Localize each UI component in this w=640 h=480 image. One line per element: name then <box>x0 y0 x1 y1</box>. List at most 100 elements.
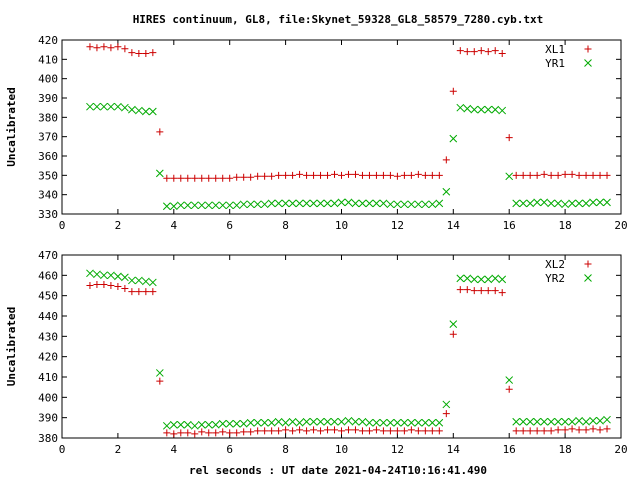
data-point-plus <box>421 427 429 435</box>
data-point-plus <box>219 428 227 436</box>
y-tick-label: 410 <box>38 53 58 66</box>
data-point-plus <box>512 427 520 435</box>
data-point-plus <box>310 171 318 179</box>
data-point-plus <box>477 287 485 295</box>
data-point-plus <box>372 426 380 434</box>
data-point-x <box>141 277 150 286</box>
data-point-plus <box>589 425 597 433</box>
data-point-plus <box>107 282 115 289</box>
data-point-x <box>155 169 164 178</box>
data-point-x <box>274 199 283 208</box>
data-point-plus <box>547 171 555 179</box>
data-point-plus <box>212 429 220 437</box>
data-point-plus <box>142 50 150 58</box>
data-point-x <box>456 274 465 283</box>
data-point-x <box>260 200 269 209</box>
data-point-plus <box>533 427 541 435</box>
legend-label: XL2 <box>545 258 565 271</box>
data-point-plus <box>100 280 108 288</box>
data-point-plus <box>351 426 359 434</box>
data-point-plus <box>386 427 394 435</box>
data-point-plus <box>498 289 506 297</box>
data-point-x <box>428 200 437 209</box>
data-point-plus <box>296 426 304 434</box>
x-tick-label: 14 <box>447 443 461 456</box>
data-point-x <box>274 417 283 426</box>
data-point-x <box>246 200 255 209</box>
data-point-plus <box>93 280 101 288</box>
data-point-plus <box>400 171 408 179</box>
data-point-x <box>477 105 486 114</box>
data-point-plus <box>519 171 527 179</box>
data-point-x <box>344 416 353 425</box>
data-point-plus <box>414 170 422 178</box>
data-point-x <box>295 199 304 208</box>
data-point-plus <box>317 171 325 179</box>
data-point-plus <box>554 171 562 179</box>
data-point-x <box>407 200 416 209</box>
data-point-plus <box>226 174 234 182</box>
data-point-plus <box>177 429 185 437</box>
data-point-x <box>584 274 592 282</box>
data-point-x <box>358 417 367 426</box>
y-tick-label: 460 <box>38 269 58 282</box>
data-point-plus <box>247 173 255 181</box>
data-point-x <box>337 417 346 426</box>
data-point-plus <box>177 174 185 182</box>
data-point-plus <box>317 427 325 435</box>
data-point-x <box>107 102 115 111</box>
data-point-x <box>414 418 423 427</box>
data-point-plus <box>584 45 592 53</box>
data-point-plus <box>114 283 122 291</box>
data-point-plus <box>338 171 345 179</box>
data-point-x <box>148 278 157 287</box>
data-point-plus <box>331 170 339 178</box>
data-point-plus <box>121 285 129 293</box>
data-point-x <box>135 106 143 115</box>
data-point-x <box>260 418 269 427</box>
data-point-x <box>428 418 437 427</box>
data-point-plus <box>282 171 290 179</box>
data-point-x <box>330 199 339 208</box>
data-point-x <box>470 275 479 284</box>
data-point-x <box>281 199 290 208</box>
data-point-x <box>183 201 192 210</box>
y-tick-label: 370 <box>38 131 58 144</box>
data-point-plus <box>358 427 366 435</box>
data-point-plus <box>170 430 178 438</box>
data-point-x <box>190 201 199 210</box>
data-point-x <box>239 419 248 428</box>
data-point-plus <box>414 427 422 435</box>
data-point-plus <box>561 170 569 178</box>
data-point-x <box>554 417 562 426</box>
data-point-plus <box>128 49 136 57</box>
data-point-x <box>218 201 227 210</box>
data-point-x <box>337 198 346 207</box>
data-point-x <box>330 417 339 426</box>
y-tick-label: 410 <box>38 371 58 384</box>
data-point-x <box>568 417 576 426</box>
data-point-plus <box>219 174 227 182</box>
y-tick-label: 380 <box>38 432 58 445</box>
x-tick-label: 8 <box>282 443 289 456</box>
data-point-x <box>526 199 535 208</box>
y-tick-label: 440 <box>38 310 58 323</box>
data-point-plus <box>540 170 548 178</box>
data-point-x <box>351 199 360 208</box>
data-point-plus <box>386 171 394 179</box>
x-tick-label: 8 <box>282 219 289 232</box>
data-point-plus <box>86 282 94 289</box>
data-point-x <box>463 104 472 113</box>
data-point-x <box>93 102 101 111</box>
data-point-plus <box>463 48 471 56</box>
y-tick-label: 430 <box>38 330 58 343</box>
x-tick-label: 20 <box>614 443 627 456</box>
data-point-plus <box>107 44 115 52</box>
data-point-plus <box>191 174 199 182</box>
data-point-plus <box>526 427 534 435</box>
legend-label: YR2 <box>545 272 565 285</box>
chart-title: HIRES continuum, GL8, file:Skynet_59328_… <box>133 13 544 26</box>
y-axis-label: Uncalibrated <box>5 307 18 386</box>
data-point-x <box>197 201 206 210</box>
data-point-plus <box>365 427 373 435</box>
